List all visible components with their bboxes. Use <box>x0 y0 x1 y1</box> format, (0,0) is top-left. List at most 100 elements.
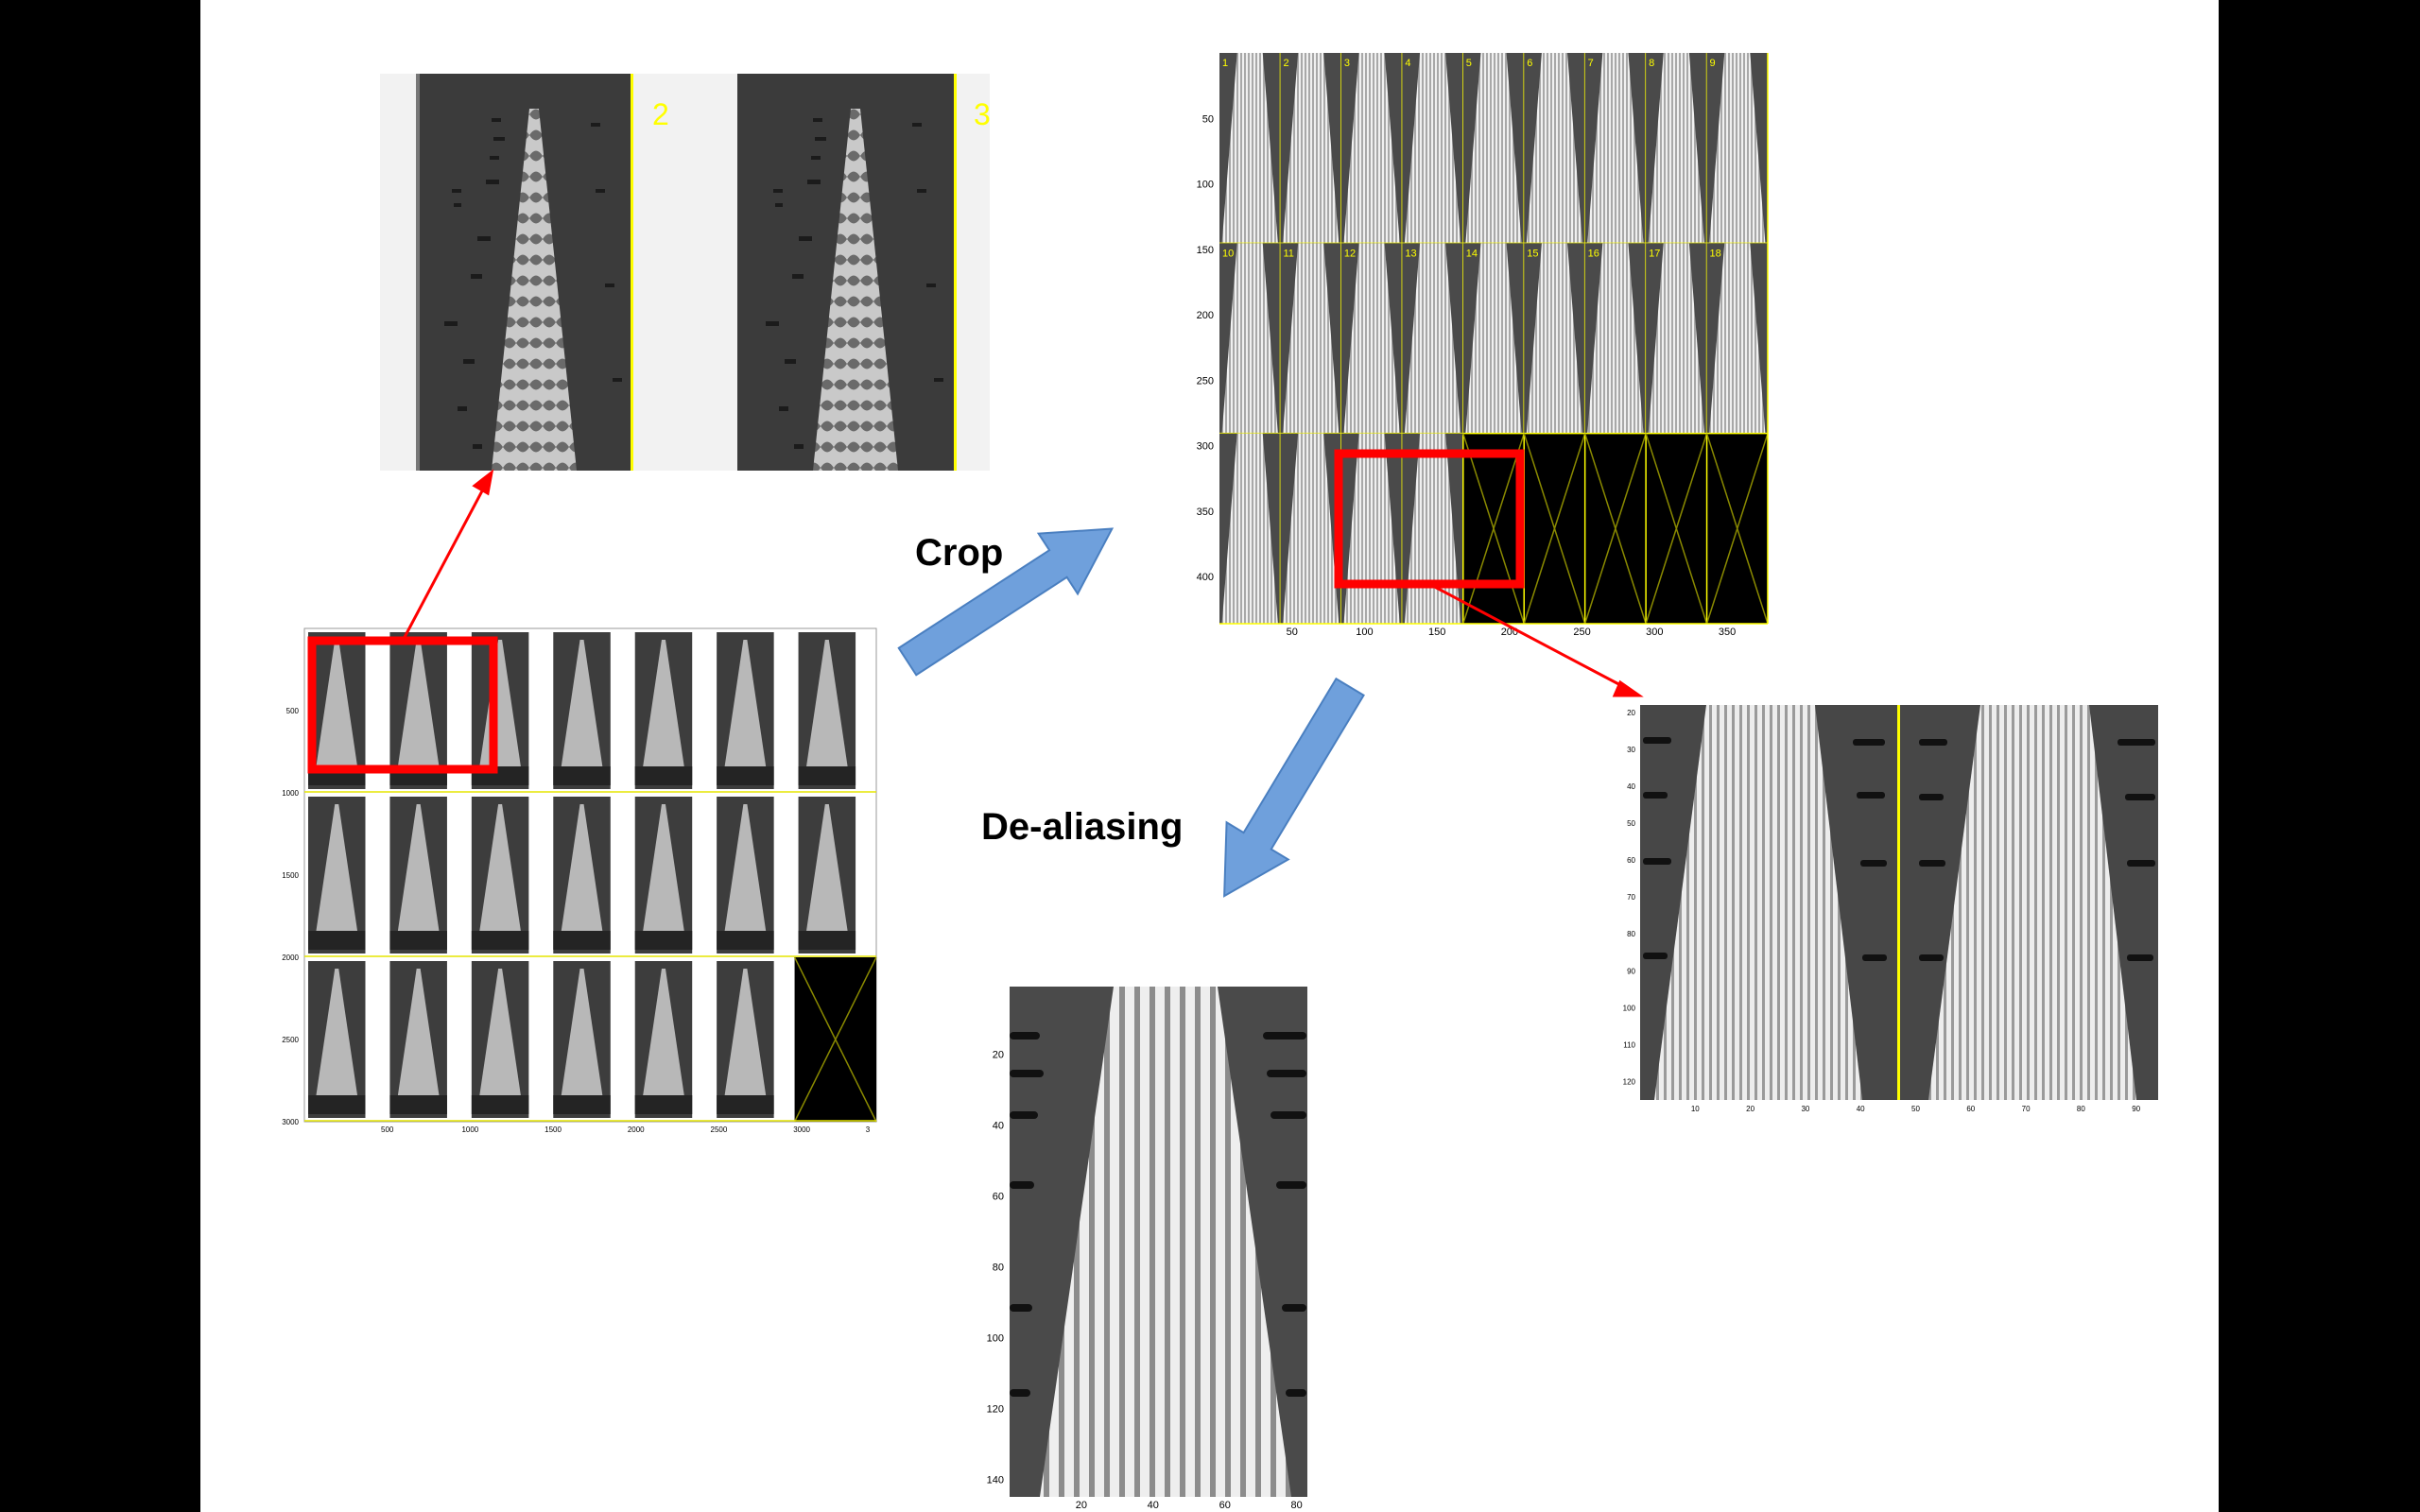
zoom-frame-number: 3 <box>974 97 991 131</box>
x-tick-label: 1500 <box>544 1125 562 1134</box>
frame-base <box>389 1095 447 1114</box>
x-tick-label: 30 <box>1801 1105 1809 1113</box>
frame-number: 3 <box>1344 58 1350 69</box>
frame-number: 10 <box>1222 248 1234 259</box>
cropped-pair-panel: 20 30 40 50 60 70 80 90 100 110 120 10 20 30 40 50 60 70 8… <box>1623 705 2158 1113</box>
frame-cone <box>479 969 521 1095</box>
y-tick-label: 400 <box>1197 572 1214 583</box>
x-tick-label: 80 <box>1290 1500 1302 1511</box>
x-tick-label: 150 <box>1428 627 1445 638</box>
frame-cone <box>1283 53 1340 244</box>
x-tick-label: 500 <box>381 1125 394 1134</box>
frame-base <box>798 766 856 785</box>
frame-base <box>717 931 774 950</box>
frame-number: 18 <box>1710 248 1721 259</box>
full-frame-panel: 500 1000 1500 2000 2500 3000 500 1000 1500 2000 25… <box>282 627 877 1134</box>
y-tick-label: 80 <box>993 1262 1004 1273</box>
frame-number: 4 <box>1405 58 1410 69</box>
frame-cone <box>561 640 603 766</box>
y-tick-label: 30 <box>1627 746 1635 754</box>
y-tick-label: 70 <box>1627 893 1635 902</box>
arrow-to-zoom-head <box>472 469 494 496</box>
frame-base <box>634 931 693 950</box>
frame-cone <box>724 969 767 1095</box>
frame-cone <box>1587 243 1644 434</box>
y-tick-label: 60 <box>993 1191 1004 1202</box>
frame-number: 9 <box>1710 58 1716 69</box>
y-tick-label: 120 <box>1623 1077 1636 1086</box>
y-tick-label: 150 <box>1197 245 1214 256</box>
empty-frame-cross <box>1645 433 1708 625</box>
y-tick-label: 50 <box>1202 113 1214 125</box>
y-tick-label: 110 <box>1623 1040 1635 1049</box>
frame-cone <box>1221 53 1278 244</box>
y-tick-label: 2000 <box>282 954 299 962</box>
y-tick-label: 20 <box>1627 709 1635 717</box>
y-tick-label: 500 <box>286 707 300 715</box>
x-tick-label: 40 <box>1148 1500 1159 1511</box>
y-tick-label: 100 <box>987 1332 1004 1344</box>
x-tick-label: 250 <box>1573 627 1590 638</box>
y-tick-label: 200 <box>1197 310 1214 321</box>
y-tick-label: 140 <box>987 1474 1004 1486</box>
frame-base <box>798 931 856 950</box>
empty-frame-cross <box>793 956 877 1123</box>
y-tick-label: 300 <box>1197 441 1214 453</box>
y-tick-label: 3000 <box>282 1118 299 1126</box>
frame-cone <box>1709 53 1766 244</box>
frame-base <box>634 1095 693 1114</box>
zoom-frame-b <box>737 74 957 471</box>
crop-panel: 1 2 3 4 5 6 7 8 910 11 12 13 14 15 16 17 18 501001502002… <box>1197 53 1769 638</box>
frame-cone <box>1221 243 1278 434</box>
frame-number: 12 <box>1344 248 1356 259</box>
frame-cone <box>1648 243 1704 434</box>
pair-marks <box>1643 737 2155 961</box>
frame-cone <box>397 969 440 1095</box>
dealias-panel-axes: 20 40 60 80 100 120 140 20 40 60 80 <box>987 1049 1303 1511</box>
zoom-frame-border-a <box>631 74 633 471</box>
frame-cone <box>643 804 684 931</box>
frame-cone <box>1526 243 1583 434</box>
frame-cone <box>397 804 440 931</box>
frame-cone <box>1404 53 1461 244</box>
x-tick-label: 60 <box>1966 1105 1975 1113</box>
arrow-to-pair <box>1428 582 1627 690</box>
frame-base <box>553 766 611 785</box>
frame-number: 14 <box>1466 248 1478 259</box>
frame-cone <box>1404 243 1461 434</box>
pair-cone-right <box>1928 705 2136 1100</box>
frame-cone <box>643 640 684 766</box>
frame-number: 2 <box>1283 58 1288 69</box>
red-arrows <box>401 469 1644 697</box>
frame-number: 8 <box>1649 58 1654 69</box>
frame-cone <box>316 804 358 931</box>
frame-cone <box>1465 243 1522 434</box>
x-tick-label: 100 <box>1356 627 1373 638</box>
frame-cone <box>1465 53 1522 244</box>
frame-cone <box>1709 243 1766 434</box>
x-tick-label: 20 <box>1076 1500 1087 1511</box>
frame-cone <box>806 640 848 766</box>
frame-number: 16 <box>1588 248 1599 259</box>
frame-cone <box>397 640 440 766</box>
frame-number: 6 <box>1527 58 1532 69</box>
frame-cone <box>561 804 603 931</box>
x-tick-label: 40 <box>1857 1105 1865 1113</box>
arrow-to-pair-head <box>1612 679 1644 697</box>
frame-number: 5 <box>1466 58 1472 69</box>
frame-cone <box>316 640 358 766</box>
frame-base <box>634 766 693 785</box>
x-tick-label: 3000 <box>793 1125 810 1134</box>
empty-frame-cross <box>1583 433 1647 625</box>
frame-base <box>553 931 611 950</box>
x-tick-label: 350 <box>1719 627 1736 638</box>
zoom-frame-border-b <box>954 74 957 471</box>
crop-label: Crop <box>915 532 1003 574</box>
frame-number: 1 <box>1222 58 1228 69</box>
x-tick-label: 2500 <box>711 1125 728 1134</box>
frame-cone <box>1343 433 1400 624</box>
y-tick-label: 2500 <box>282 1036 299 1044</box>
y-tick-label: 250 <box>1197 375 1214 387</box>
